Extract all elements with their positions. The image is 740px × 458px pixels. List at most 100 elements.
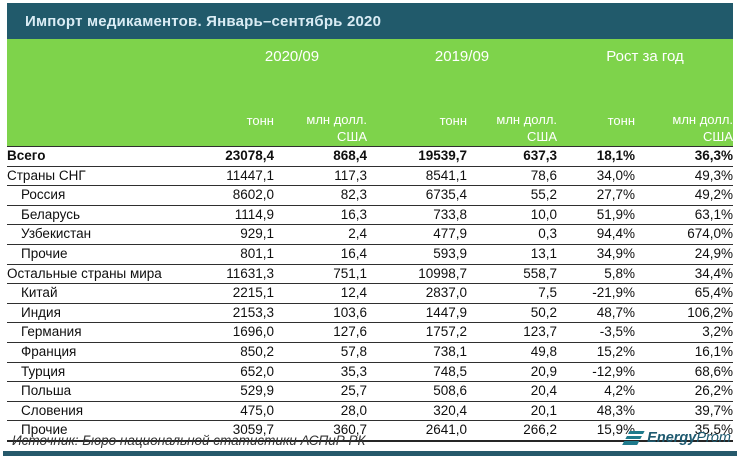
cell-value: 801,1 <box>217 244 274 265</box>
group-header-2019: 2019/09 <box>367 39 558 73</box>
cell-value: 637,3 <box>467 146 558 167</box>
subheader-tons-growth: тонн <box>557 73 636 147</box>
cell-value: 652,0 <box>217 362 274 383</box>
cell-value: 27,7% <box>557 185 636 206</box>
cell-value: 6735,4 <box>367 185 468 206</box>
row-label: Узбекистан <box>7 224 217 245</box>
cell-value: 748,5 <box>367 362 468 383</box>
cell-value: 34,0% <box>557 166 636 187</box>
cell-value: 2153,3 <box>217 303 274 324</box>
cell-value: 49,3% <box>635 166 734 187</box>
cell-value: 10,0 <box>467 205 558 226</box>
table-header: 2020/09 2019/09 Рост за год тонн млн дол… <box>7 39 734 147</box>
cell-value: 34,4% <box>635 264 734 285</box>
table-row: Страны СНГ 11447,1 117,3 8541,1 78,6 34,0% 49,… <box>7 166 734 187</box>
subheader-usd-2019: млн долл. США <box>467 73 558 147</box>
cell-value: 1757,2 <box>367 322 468 343</box>
cell-value: 320,4 <box>367 401 468 422</box>
cell-value: 78,6 <box>467 166 558 187</box>
row-label: Прочие <box>7 420 217 442</box>
corner-cell <box>7 39 217 73</box>
cell-value: 475,0 <box>217 401 274 422</box>
cell-value: 12,4 <box>274 283 368 304</box>
cell-value: 23078,4 <box>217 146 274 167</box>
cell-value: 48,7% <box>557 303 636 324</box>
subheader-tons-2019: тонн <box>367 73 468 147</box>
cell-value: 117,3 <box>274 166 368 187</box>
row-label: Китай <box>7 283 217 304</box>
table-row: Прочие 3059,7 360,7 2641,0 266,2 15,9% 35,5% <box>7 420 734 442</box>
usd-line1: млн долл. <box>496 112 558 128</box>
table-row: Беларусь 1114,9 16,3 733,8 10,0 51,9% 63,1% <box>7 205 734 226</box>
row-label: Словения <box>7 401 217 422</box>
row-label: Турция <box>7 362 217 383</box>
cell-value: 2,4 <box>274 224 368 245</box>
table-row: Индия 2153,3 103,6 1447,9 50,2 48,7% 106,2% <box>7 303 734 324</box>
row-label: Индия <box>7 303 217 324</box>
cell-value: 2837,0 <box>367 283 468 304</box>
cell-value: 57,8 <box>274 342 368 363</box>
cell-value: 7,5 <box>467 283 558 304</box>
cell-value: 49,8 <box>467 342 558 363</box>
table-row: Турция 652,0 35,3 748,5 20,9 -12,9% 68,6% <box>7 362 734 383</box>
cell-value: 868,4 <box>274 146 368 167</box>
table-row: Польша 529,9 25,7 508,6 20,4 4,2% 26,2% <box>7 381 734 402</box>
subheader-usd-2020: млн долл. США <box>274 73 368 147</box>
energyprom-logo: EnergyProm <box>622 430 731 446</box>
cell-value: 16,4 <box>274 244 368 265</box>
cell-value: -3,5% <box>557 322 636 343</box>
source-note: Источник: Бюро национальной статистики А… <box>12 433 366 448</box>
table-row: Германия 1696,0 127,6 1757,2 123,7 -3,5% 3,2% <box>7 322 734 343</box>
row-label: Прочие <box>7 244 217 265</box>
cell-value: 106,2% <box>635 303 734 324</box>
subheader-usd-growth: млн долл. США <box>635 73 734 147</box>
usd-line2: США <box>337 129 368 145</box>
table-row: Словения 475,0 28,0 320,4 20,1 48,3% 39,7% <box>7 401 734 422</box>
cell-value: 477,9 <box>367 224 468 245</box>
logo-bar <box>628 431 645 435</box>
cell-value: 1447,9 <box>367 303 468 324</box>
usd-line1: млн долл. <box>672 112 734 128</box>
cell-value: 558,7 <box>467 264 558 285</box>
logo-bar <box>622 441 640 445</box>
cell-value: 63,1% <box>635 205 734 226</box>
cell-value: 15,9% <box>557 420 636 442</box>
cell-value: 34,9% <box>557 244 636 265</box>
table-row: Китай 2215,1 12,4 2837,0 7,5 -21,9% 65,4% <box>7 283 734 304</box>
logo-bar <box>625 436 643 440</box>
cell-value: 20,1 <box>467 401 558 422</box>
cell-value: 123,7 <box>467 322 558 343</box>
cell-value: 15,2% <box>557 342 636 363</box>
logo-text-energy: Energy <box>647 430 697 446</box>
usd-line2: США <box>527 129 558 145</box>
row-label: Россия <box>7 185 217 206</box>
cell-value: -21,9% <box>557 283 636 304</box>
cell-value: 20,9 <box>467 362 558 383</box>
corner-cell <box>7 73 217 147</box>
cell-value: 35,5% <box>635 420 734 442</box>
usd-line1: млн долл. <box>306 112 368 128</box>
cell-value: 48,3% <box>557 401 636 422</box>
cell-value: 55,2 <box>467 185 558 206</box>
cell-value: 18,1% <box>557 146 636 167</box>
cell-value: 127,6 <box>274 322 368 343</box>
usd-line2: США <box>703 129 734 145</box>
cell-value: 103,6 <box>274 303 368 324</box>
cell-value: 35,3 <box>274 362 368 383</box>
cell-value: 3059,7 <box>217 420 274 442</box>
table-row: Остальные страны мира 11631,3 751,1 10998,7… <box>7 264 734 285</box>
subheader-tons-2020: тонн <box>217 73 274 147</box>
row-label: Страны СНГ <box>7 166 217 187</box>
cell-value: 28,0 <box>274 401 368 422</box>
row-label: Всего <box>7 146 217 167</box>
cell-value: 65,4% <box>635 283 734 304</box>
group-header-2020: 2020/09 <box>217 39 368 73</box>
cell-value: 24,9% <box>635 244 734 265</box>
cell-value: 94,4% <box>557 224 636 245</box>
table-row: Россия 8602,0 82,3 6735,4 55,2 27,7% 49,2% <box>7 185 734 206</box>
page-title: Импорт медикаментов. Январь–сентябрь 202… <box>7 3 733 39</box>
cell-value: 733,8 <box>367 205 468 226</box>
cell-value: 0,3 <box>467 224 558 245</box>
cell-value: 49,2% <box>635 185 734 206</box>
cell-value: -12,9% <box>557 362 636 383</box>
